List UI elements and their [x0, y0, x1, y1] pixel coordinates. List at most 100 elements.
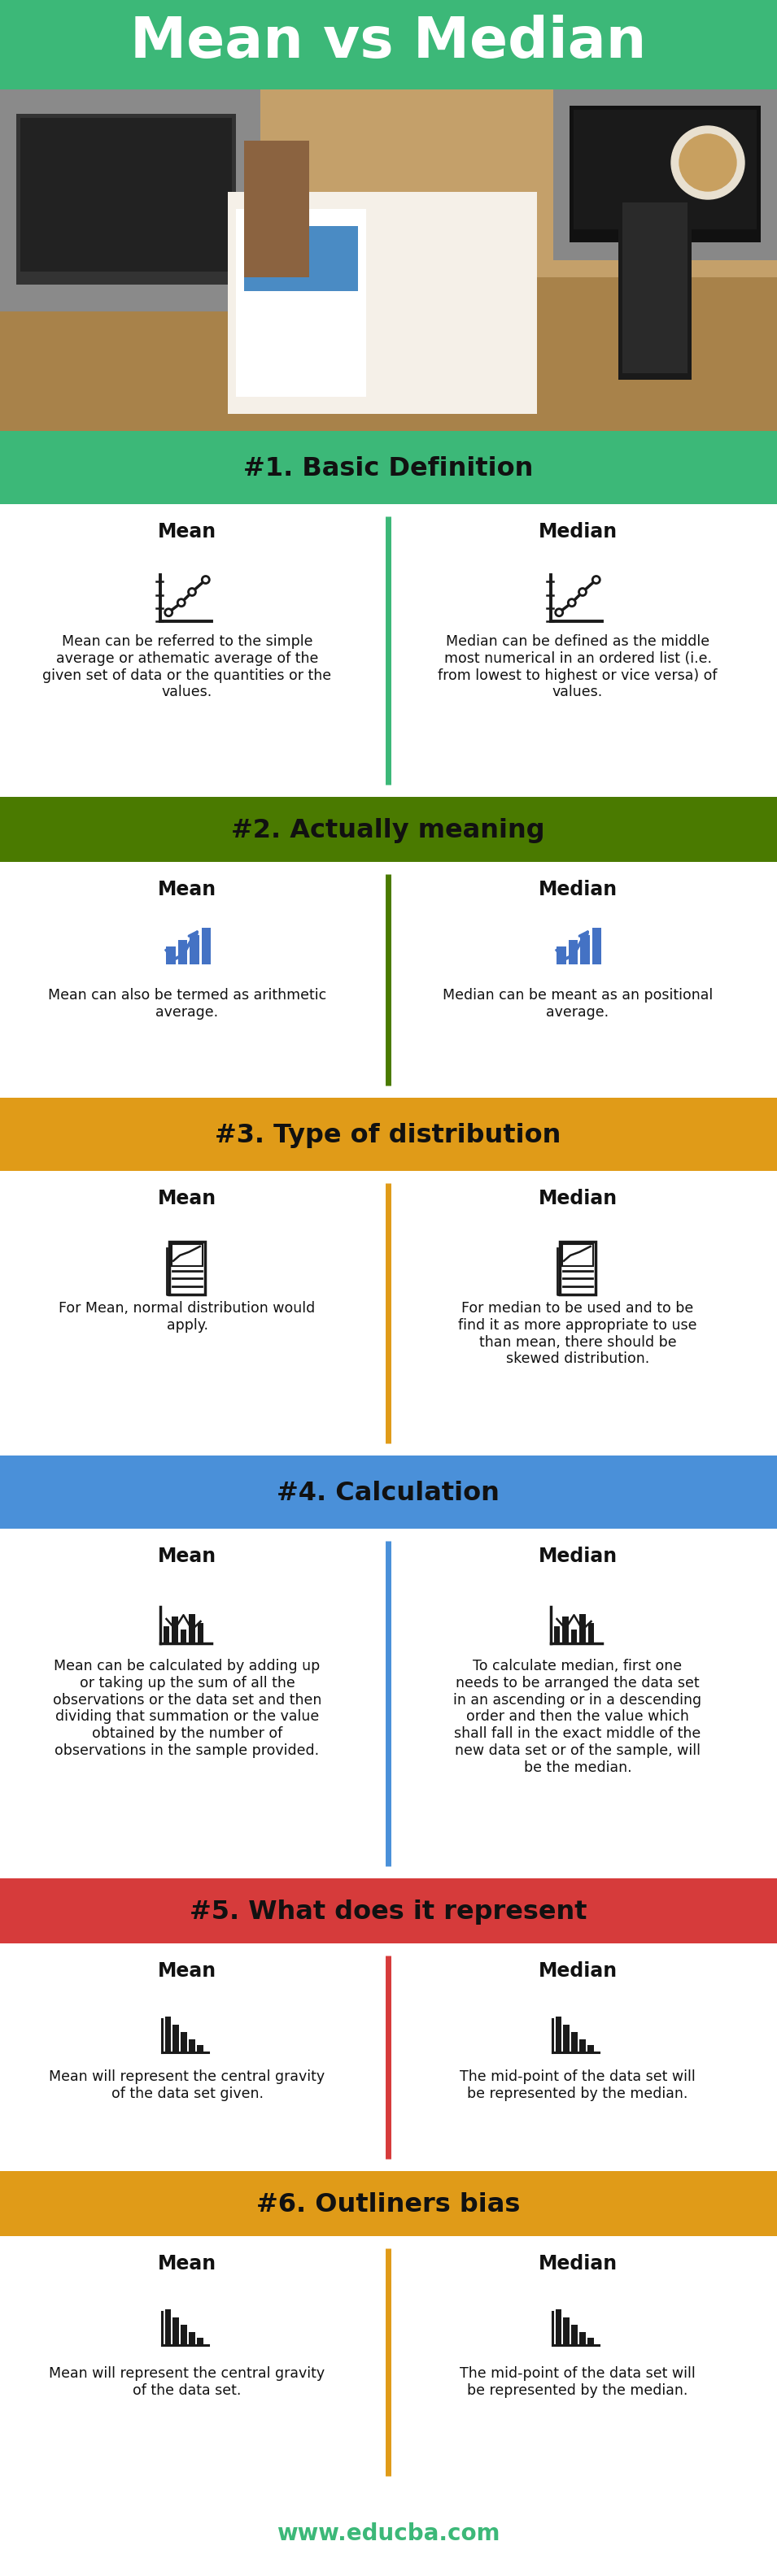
Text: Median: Median [538, 1546, 617, 1566]
Bar [0, 1172, 777, 1455]
Bar [557, 945, 566, 963]
Bar [570, 106, 761, 242]
Text: #5. What does it represent: #5. What does it represent [190, 1899, 587, 1924]
Text: Mean: Mean [158, 1546, 217, 1566]
Text: #2. Actually meaning: #2. Actually meaning [232, 819, 545, 842]
Text: Mean can be calculated by adding up
or taking up the sum of all the
observations: Mean can be calculated by adding up or t… [53, 1659, 322, 1757]
Bar [587, 2339, 594, 2344]
Bar [618, 191, 692, 379]
Bar [0, 1528, 777, 1878]
Bar [197, 2339, 204, 2344]
Bar [0, 278, 777, 430]
Bar [554, 1625, 560, 1643]
Text: Mean can be referred to the simple
average or athematic average of the
given set: Mean can be referred to the simple avera… [43, 634, 332, 701]
Text: Median: Median [538, 881, 617, 899]
Bar [236, 209, 366, 397]
Circle shape [568, 600, 576, 605]
Text: www.educba.com: www.educba.com [277, 2522, 500, 2545]
Text: Mean can also be termed as arithmetic
average.: Mean can also be termed as arithmetic av… [48, 989, 326, 1020]
Bar [181, 2324, 187, 2344]
Text: Mean will represent the central gravity
of the data set.: Mean will represent the central gravity … [49, 2367, 325, 2398]
Bar [202, 927, 211, 963]
Circle shape [188, 587, 196, 595]
Text: The mid-point of the data set will
be represented by the median.: The mid-point of the data set will be re… [460, 2069, 695, 2102]
Text: Mean: Mean [158, 1960, 217, 1981]
Text: Mean: Mean [158, 523, 217, 541]
Bar [0, 505, 777, 796]
Bar [166, 945, 176, 963]
Bar [165, 2308, 171, 2344]
Text: #6. Outliners bias: #6. Outliners bias [256, 2192, 520, 2218]
Bar [571, 2032, 577, 2053]
Bar [189, 1615, 195, 1643]
Bar [197, 2045, 204, 2053]
Circle shape [165, 608, 172, 616]
Bar [0, 863, 777, 1097]
Text: Median can be defined as the middle
most numerical in an ordered list (i.e.
from: Median can be defined as the middle most… [438, 634, 717, 701]
Text: To calculate median, first one
needs to be arranged the data set
in an ascending: To calculate median, first one needs to … [454, 1659, 702, 1775]
Text: Mean: Mean [158, 1188, 217, 1208]
Text: Mean will represent the central gravity
of the data set given.: Mean will represent the central gravity … [49, 2069, 325, 2102]
Bar [0, 2488, 777, 2576]
Bar [0, 796, 777, 863]
Bar [571, 1631, 577, 1643]
Bar [0, 0, 777, 90]
Circle shape [178, 600, 185, 605]
Bar [580, 1615, 586, 1643]
Bar [181, 2032, 187, 2053]
Bar [563, 1244, 593, 1267]
Bar [580, 2040, 586, 2053]
Text: Median: Median [538, 1188, 617, 1208]
Text: #3. Type of distribution: #3. Type of distribution [215, 1123, 561, 1149]
Text: For median to be used and to be
find it as more appropriate to use
than mean, th: For median to be used and to be find it … [458, 1301, 697, 1365]
Bar [580, 2331, 586, 2344]
Bar [197, 1623, 204, 1643]
Bar [553, 90, 777, 260]
Bar [622, 201, 688, 374]
Bar [571, 2324, 577, 2344]
Bar [189, 2040, 195, 2053]
Text: Median can be meant as an positional
average.: Median can be meant as an positional ave… [443, 989, 713, 1020]
Text: The mid-point of the data set will
be represented by the median.: The mid-point of the data set will be re… [460, 2367, 695, 2398]
Bar [178, 940, 187, 963]
Text: For Mean, normal distribution would
apply.: For Mean, normal distribution would appl… [59, 1301, 315, 1332]
Bar [559, 1242, 596, 1296]
Circle shape [556, 608, 563, 616]
Bar [588, 1623, 594, 1643]
Bar [180, 1631, 186, 1643]
Circle shape [579, 587, 586, 595]
Circle shape [593, 577, 600, 582]
Bar [0, 90, 260, 312]
Bar [172, 1244, 202, 1267]
Circle shape [202, 577, 209, 582]
Bar [228, 191, 537, 415]
Circle shape [671, 126, 744, 198]
Bar [0, 1455, 777, 1528]
Bar [190, 935, 199, 963]
Bar [165, 2017, 171, 2053]
Text: Mean: Mean [158, 881, 217, 899]
Text: #4. Calculation: #4. Calculation [277, 1481, 500, 1507]
Bar [563, 1618, 569, 1643]
Text: #1. Basic Definition: #1. Basic Definition [243, 456, 533, 482]
Bar [169, 1242, 205, 1296]
Bar [0, 430, 777, 505]
Text: Median: Median [538, 1960, 617, 1981]
Bar [172, 2318, 179, 2344]
Bar [20, 118, 232, 270]
Bar [573, 111, 757, 229]
Bar [16, 113, 236, 283]
Bar [569, 940, 577, 963]
Text: Mean vs Median: Mean vs Median [130, 15, 646, 70]
Text: Median: Median [538, 2254, 617, 2275]
Bar [172, 2025, 179, 2053]
Bar [244, 227, 358, 291]
Bar [244, 142, 309, 278]
Bar [563, 2025, 570, 2053]
Bar [189, 2331, 195, 2344]
Bar [563, 2318, 570, 2344]
Bar [0, 2236, 777, 2488]
Text: Median: Median [538, 523, 617, 541]
Bar [0, 90, 777, 430]
Bar [0, 2172, 777, 2236]
